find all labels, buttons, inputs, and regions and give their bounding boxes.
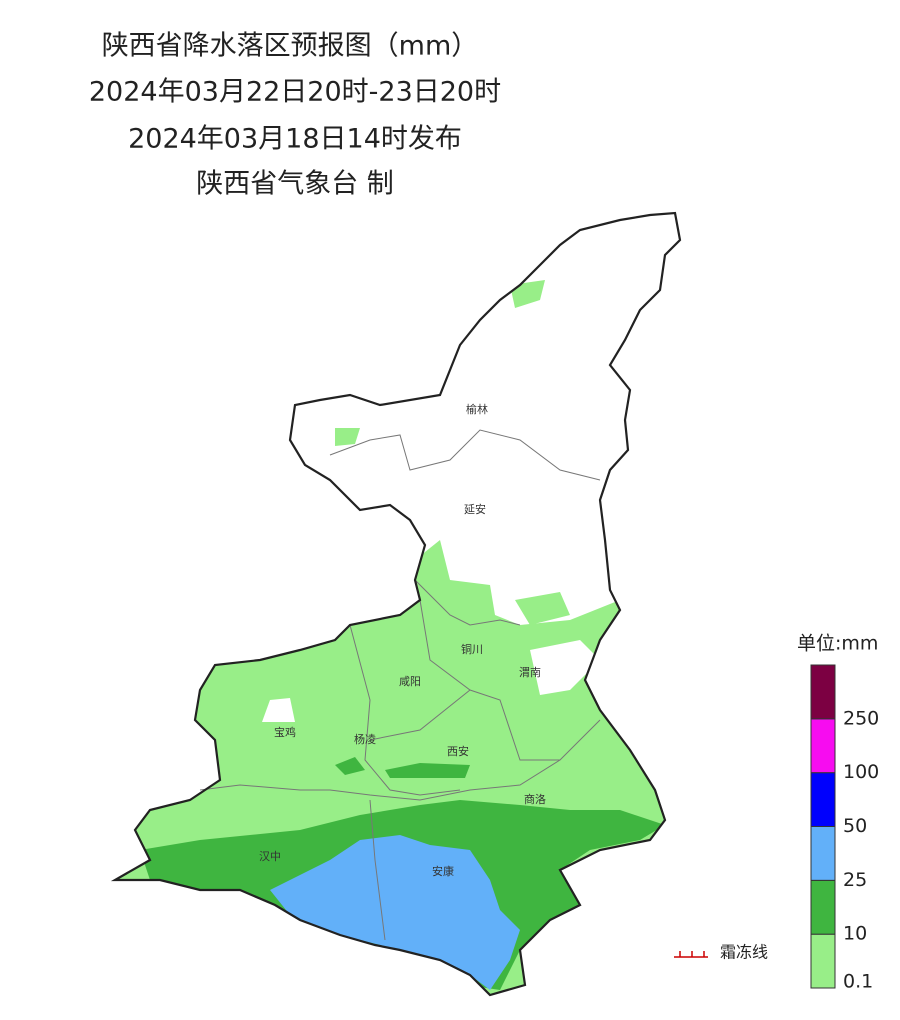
legend-swatch xyxy=(810,772,836,828)
area-moderate xyxy=(385,763,470,778)
map-title: 陕西省降水落区预报图（mm） xyxy=(102,31,479,62)
legend-tick-label: 10 xyxy=(843,923,867,945)
province-border xyxy=(110,211,682,997)
frost-line-symbol xyxy=(674,951,708,958)
city-label: 延安 xyxy=(464,502,486,516)
city-label: 安康 xyxy=(432,864,454,878)
city-label: 西安 xyxy=(447,744,469,758)
legend: 0.1 10 25 50 100 250 xyxy=(810,664,879,993)
city-label: 宝鸡 xyxy=(274,725,296,739)
legend-swatch xyxy=(810,879,836,935)
frost-line-label: 霜冻线 xyxy=(720,943,768,962)
area-none xyxy=(530,640,600,695)
legend-tick-label: 250 xyxy=(843,707,879,729)
legend-tick-label: 25 xyxy=(843,869,867,891)
patch xyxy=(335,428,360,446)
issue-time: 2024年03月18日14时发布 xyxy=(128,124,462,155)
city-label: 榆林 xyxy=(466,402,488,416)
legend-tick-label: 50 xyxy=(843,815,867,837)
legend-swatch xyxy=(810,664,836,720)
city-label: 渭南 xyxy=(519,666,541,679)
area-none xyxy=(262,698,295,722)
legend-swatch xyxy=(810,718,836,774)
legend-tick-label: 100 xyxy=(843,761,879,783)
area-moderate xyxy=(335,757,365,775)
city-label: 杨凌 xyxy=(354,732,376,746)
valid-period: 2024年03月22日20时-23日20时 xyxy=(89,77,501,108)
legend-title: 单位:mm xyxy=(797,633,878,655)
legend-tick-label: 0.1 xyxy=(843,971,873,993)
area-heavy xyxy=(270,835,520,990)
city-label: 商洛 xyxy=(524,792,546,806)
patch xyxy=(515,592,570,625)
city-boundaries xyxy=(199,429,601,941)
city-label: 汉中 xyxy=(259,850,281,863)
city-label: 铜川 xyxy=(461,642,483,656)
legend-swatch xyxy=(810,826,836,881)
issuer: 陕西省气象台 制 xyxy=(196,169,394,200)
legend-swatch xyxy=(810,933,836,989)
city-label: 咸阳 xyxy=(399,675,421,688)
